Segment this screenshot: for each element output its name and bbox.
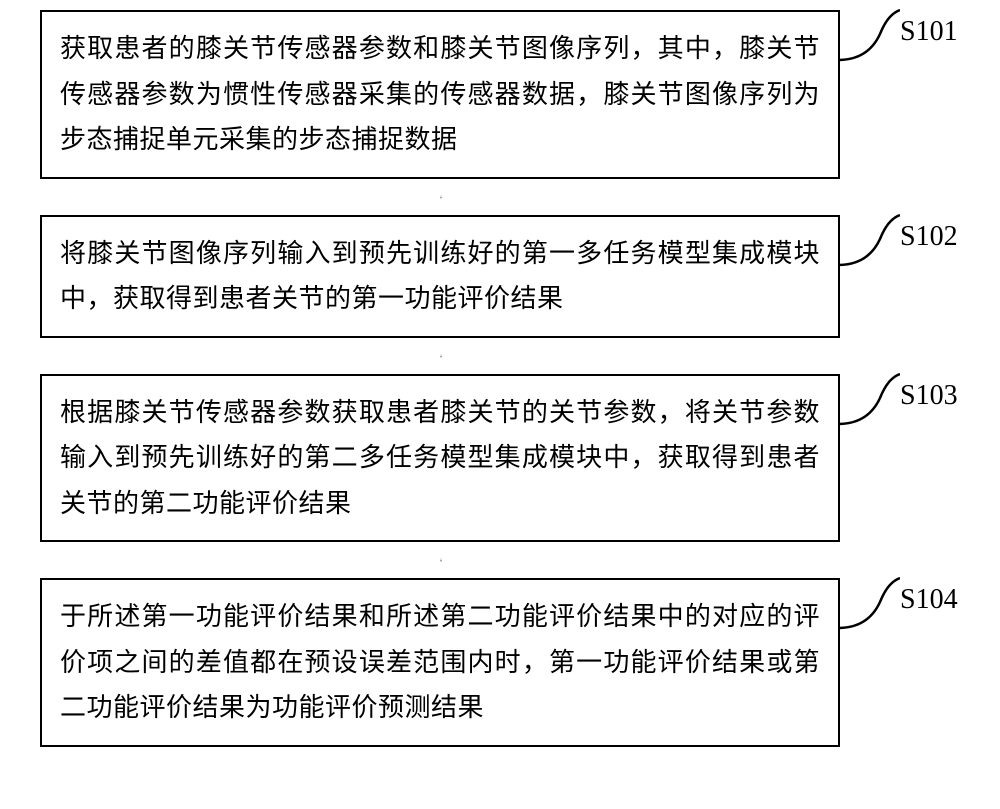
step-row-s101: 获取患者的膝关节传感器参数和膝关节图像序列，其中，膝关节传感器参数为惯性传感器采… [40,10,960,179]
arrow-s101-s102 [440,179,442,215]
step-row-s104: 于所述第一功能评价结果和所述第二功能评价结果中的对应的评价项之间的差值都在预设误… [40,578,960,747]
step-box-s101: 获取患者的膝关节传感器参数和膝关节图像序列，其中，膝关节传感器参数为惯性传感器采… [40,10,840,179]
connector-curve-s104 [838,574,900,634]
connector-curve-s103 [838,370,900,430]
arrow-s102-s103 [440,338,442,374]
step-box-s103: 根据膝关节传感器参数获取患者膝关节的关节参数，将关节参数输入到预先训练好的第二多… [40,374,840,543]
connector-curve-s101 [838,6,900,66]
step-box-s102: 将膝关节图像序列输入到预先训练好的第一多任务模型集成模块中，获取得到患者关节的第… [40,215,840,338]
step-box-s104: 于所述第一功能评价结果和所述第二功能评价结果中的对应的评价项之间的差值都在预设误… [40,578,840,747]
step-label-s102: S102 [900,221,958,253]
connector-curve-s102 [838,211,900,271]
arrow-s103-s104 [440,542,442,578]
step-label-s103: S103 [900,380,958,412]
flowchart-container: 获取患者的膝关节传感器参数和膝关节图像序列，其中，膝关节传感器参数为惯性传感器采… [40,10,960,747]
step-row-s102: 将膝关节图像序列输入到预先训练好的第一多任务模型集成模块中，获取得到患者关节的第… [40,215,960,338]
step-row-s103: 根据膝关节传感器参数获取患者膝关节的关节参数，将关节参数输入到预先训练好的第二多… [40,374,960,543]
step-label-s104: S104 [900,584,958,616]
step-label-s101: S101 [900,16,958,48]
